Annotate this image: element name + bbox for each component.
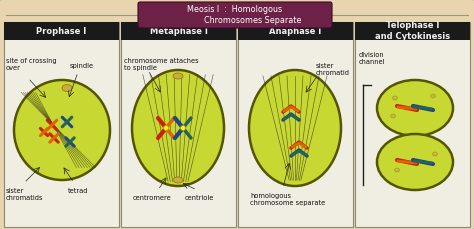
Bar	[238, 22, 353, 40]
Text: homologous
chromosome separate: homologous chromosome separate	[250, 193, 325, 206]
Text: Telophase I
and Cytokinesis: Telophase I and Cytokinesis	[375, 21, 450, 41]
Ellipse shape	[132, 70, 224, 186]
FancyBboxPatch shape	[4, 22, 119, 227]
Bar	[4, 22, 119, 40]
FancyBboxPatch shape	[355, 22, 470, 227]
Ellipse shape	[391, 114, 395, 118]
Ellipse shape	[164, 125, 168, 131]
Ellipse shape	[173, 73, 183, 79]
Ellipse shape	[249, 70, 341, 186]
Ellipse shape	[432, 152, 438, 156]
Bar	[121, 22, 236, 40]
Text: Metaphase I: Metaphase I	[150, 27, 208, 35]
Ellipse shape	[392, 96, 398, 100]
Ellipse shape	[62, 85, 72, 92]
FancyBboxPatch shape	[138, 2, 332, 28]
Text: Prophase I: Prophase I	[36, 27, 87, 35]
Text: sister
chromatid: sister chromatid	[316, 63, 350, 76]
Text: division
channel: division channel	[359, 52, 385, 65]
Text: spindle: spindle	[70, 63, 94, 69]
FancyBboxPatch shape	[238, 22, 353, 227]
Text: sister
chromatids: sister chromatids	[6, 188, 44, 201]
Text: tetrad: tetrad	[68, 188, 89, 194]
Ellipse shape	[394, 168, 400, 172]
Text: centromere: centromere	[133, 195, 172, 201]
Text: site of crossing
over: site of crossing over	[6, 58, 56, 71]
FancyBboxPatch shape	[121, 22, 236, 227]
Text: centriole: centriole	[185, 195, 214, 201]
Ellipse shape	[377, 134, 453, 190]
Ellipse shape	[430, 94, 436, 98]
Text: Anaphase I: Anaphase I	[269, 27, 322, 35]
Ellipse shape	[173, 177, 183, 183]
Text: Meosis I  :  Homologous
              Chromosomes Separate: Meosis I : Homologous Chromosomes Separa…	[169, 5, 301, 25]
Ellipse shape	[181, 125, 185, 131]
Ellipse shape	[14, 80, 110, 180]
Ellipse shape	[377, 80, 453, 136]
Bar	[355, 22, 470, 40]
Text: chromosome attaches
to spindle: chromosome attaches to spindle	[124, 58, 199, 71]
